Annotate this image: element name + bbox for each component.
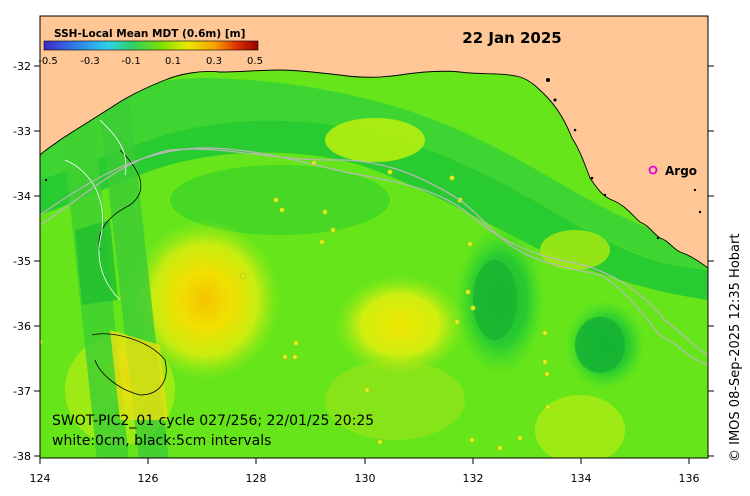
coastal-islands bbox=[44, 78, 702, 240]
caption-line-2: white:0cm, black:5cm intervals bbox=[52, 433, 271, 449]
x-tick-label: 124 bbox=[30, 472, 51, 485]
y-tick-label: -32 bbox=[13, 60, 31, 73]
colorbar-tick: 0.5 bbox=[247, 56, 263, 67]
lime-patch bbox=[535, 395, 625, 458]
x-tick-label: 126 bbox=[138, 472, 159, 485]
plot-border bbox=[39, 15, 709, 459]
x-tick-label: 130 bbox=[355, 472, 376, 485]
y-axis: -32 -33 -34 -35 -36 -37 -38 bbox=[13, 60, 714, 463]
warm-eddy bbox=[130, 220, 280, 380]
swot-swath-2-warm bbox=[110, 330, 168, 420]
white-contour bbox=[64, 159, 121, 301]
x-tick-label: 136 bbox=[679, 472, 700, 485]
colorbar-tick: 0.3 bbox=[206, 56, 222, 67]
argo-float-dots bbox=[40, 160, 551, 451]
argo-label: Argo bbox=[665, 164, 697, 178]
colorbar-title: SSH-Local Mean MDT (0.6m) [m] bbox=[54, 28, 245, 40]
y-tick-label: -36 bbox=[13, 320, 31, 333]
colorbar-tick: -0.3 bbox=[80, 56, 100, 67]
map-date: 22 Jan 2025 bbox=[462, 29, 561, 47]
caption-line-1: SWOT-PIC2_01 cycle 027/256; 22/01/25 20:… bbox=[52, 413, 374, 429]
imos-credit: © IMOS 08-Sep-2025 12:35 Hobart bbox=[728, 234, 743, 462]
y-tick-label: -38 bbox=[13, 450, 31, 463]
lime-patch bbox=[325, 118, 425, 162]
y-tick-label: -34 bbox=[13, 190, 31, 203]
lime-patch bbox=[325, 360, 465, 440]
bathymetry-contour bbox=[40, 148, 708, 366]
x-axis: 124 126 128 130 132 134 136 bbox=[30, 458, 700, 485]
black-contour bbox=[91, 333, 167, 396]
colorbar: SSH-Local Mean MDT (0.6m) [m] -0.5 -0.3 … bbox=[38, 28, 263, 67]
argo-marker-icon bbox=[648, 165, 658, 175]
x-tick-label: 134 bbox=[571, 472, 592, 485]
cool-eddy-core bbox=[575, 317, 625, 373]
y-tick-label: -33 bbox=[13, 125, 31, 138]
map-plot-area bbox=[40, 16, 708, 458]
colorbar-gradient bbox=[43, 40, 259, 51]
y-tick-label: -35 bbox=[13, 255, 31, 268]
colorbar-tick: -0.1 bbox=[121, 56, 141, 67]
colorbar-tick: 0.1 bbox=[165, 56, 181, 67]
x-tick-label: 132 bbox=[463, 472, 484, 485]
black-contour bbox=[98, 149, 142, 251]
white-contour bbox=[99, 119, 127, 176]
land-mass bbox=[40, 16, 708, 269]
y-tick-label: -37 bbox=[13, 385, 31, 398]
cool-eddy-core bbox=[473, 260, 517, 340]
bathymetry-contour bbox=[40, 147, 708, 356]
x-tick-label: 128 bbox=[246, 472, 267, 485]
cool-patch bbox=[170, 165, 390, 235]
warm-eddy bbox=[335, 275, 465, 375]
colorbar-tick: -0.5 bbox=[38, 56, 58, 67]
